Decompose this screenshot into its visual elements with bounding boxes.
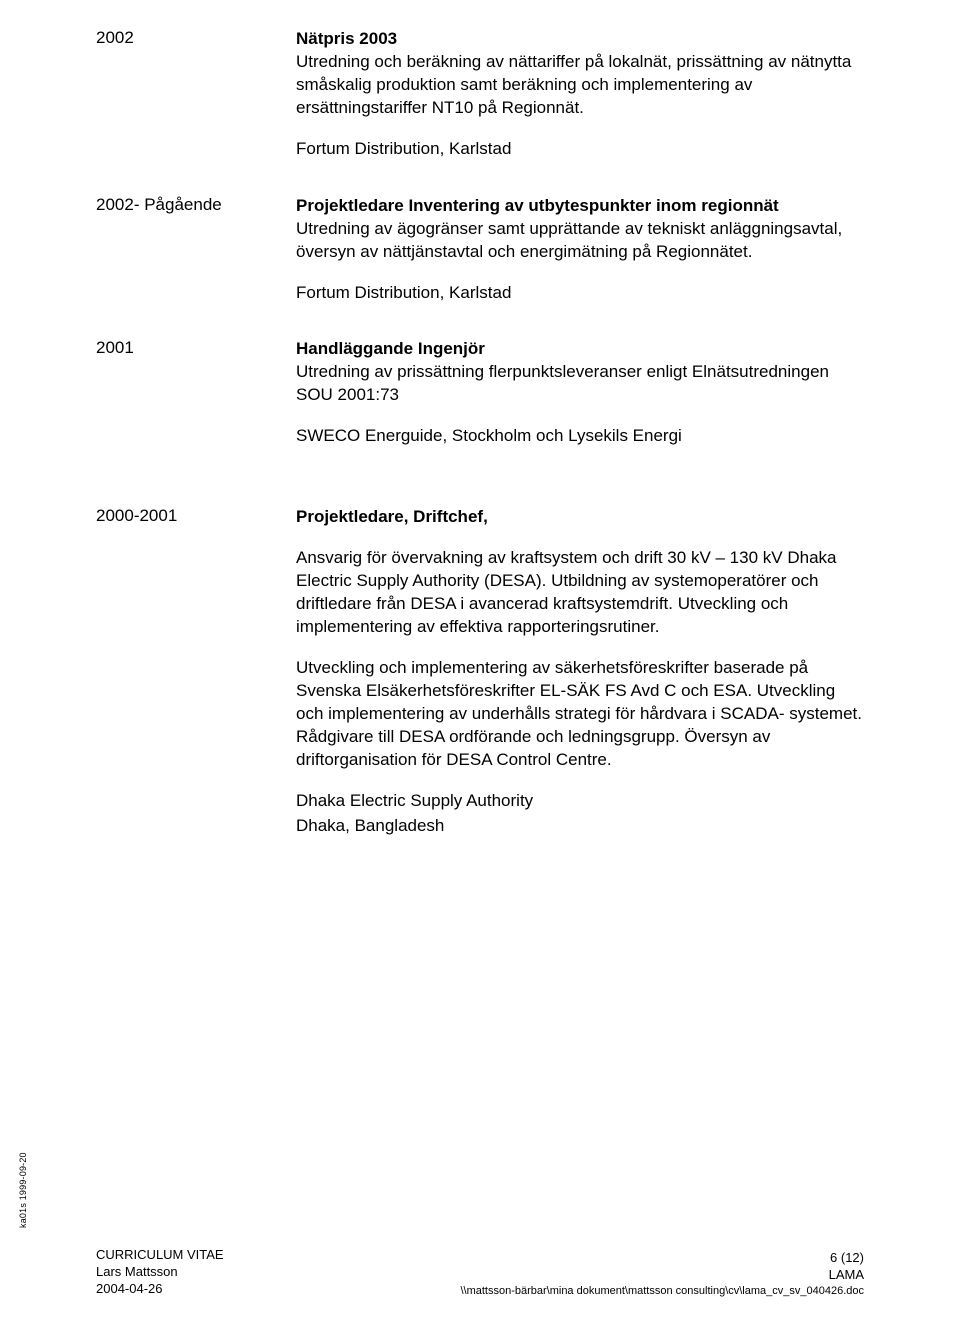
year-label: 2001 — [96, 338, 296, 358]
entry-title-text: Projektledare, Driftchef — [296, 507, 483, 526]
entry-body: Utredning och beräkning av nättariffer p… — [296, 52, 851, 117]
year-label: 2000-2001 — [96, 506, 296, 526]
cv-entry: 2000-2001 Projektledare, Driftchef, Ansv… — [96, 506, 864, 855]
entry-org-location: Dhaka, Bangladesh — [296, 815, 864, 838]
entry-body: Utredning av prissättning flerpunktsleve… — [296, 362, 829, 404]
entry-content: Nätpris 2003 Utredning och beräkning av … — [296, 28, 864, 179]
footer-left: CURRICULUM VITAE Lars Mattsson 2004-04-2… — [96, 1247, 224, 1298]
footer-page-number: 6 (12) — [460, 1250, 864, 1267]
entry-content: Handläggande Ingenjör Utredning av priss… — [296, 338, 864, 466]
footer-date: 2004-04-26 — [96, 1281, 224, 1298]
footer-code: LAMA — [460, 1267, 864, 1284]
footer-row: CURRICULUM VITAE Lars Mattsson 2004-04-2… — [96, 1247, 864, 1298]
entry-title: Nätpris 2003 — [296, 29, 397, 48]
entry-org: Fortum Distribution, Karlstad — [296, 138, 864, 161]
cv-entry: 2002- Pågående Projektledare Inventering… — [96, 195, 864, 323]
entry-org: SWECO Energuide, Stockholm och Lysekils … — [296, 425, 864, 448]
entry-title: Projektledare Inventering av utbytespunk… — [296, 196, 779, 215]
footer-right: 6 (12) LAMA \\mattsson-bärbar\mina dokum… — [460, 1250, 864, 1298]
footer-doc-title: CURRICULUM VITAE — [96, 1247, 224, 1264]
entry-paragraph: Utveckling och implementering av säkerhe… — [296, 657, 864, 772]
page: 2002 Nätpris 2003 Utredning och beräknin… — [0, 0, 960, 1318]
entry-paragraph: Ansvarig för övervakning av kraftsystem … — [296, 547, 864, 639]
entry-content: Projektledare, Driftchef, Ansvarig för ö… — [296, 506, 864, 855]
entry-content: Projektledare Inventering av utbytespunk… — [296, 195, 864, 323]
entry-org: Dhaka Electric Supply Authority — [296, 790, 864, 813]
footer: CURRICULUM VITAE Lars Mattsson 2004-04-2… — [96, 1247, 864, 1298]
entry-title: Handläggande Ingenjör — [296, 339, 485, 358]
entry-body: Utredning av ägogränser samt upprättande… — [296, 219, 842, 261]
year-label: 2002 — [96, 28, 296, 48]
spacer — [96, 482, 864, 506]
cv-entry: 2001 Handläggande Ingenjör Utredning av … — [96, 338, 864, 466]
year-label: 2002- Pågående — [96, 195, 296, 215]
side-label: ka01s 1999-09-20 — [18, 1152, 28, 1228]
entry-org: Fortum Distribution, Karlstad — [296, 282, 864, 305]
footer-file-path: \\mattsson-bärbar\mina dokument\mattsson… — [460, 1284, 864, 1298]
cv-entry: 2002 Nätpris 2003 Utredning och beräknin… — [96, 28, 864, 179]
footer-author: Lars Mattsson — [96, 1264, 224, 1281]
entry-title: Projektledare, Driftchef, — [296, 507, 488, 526]
